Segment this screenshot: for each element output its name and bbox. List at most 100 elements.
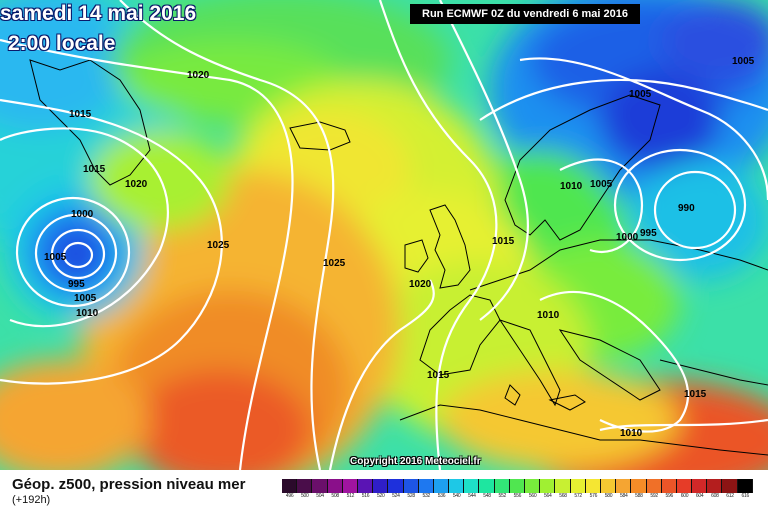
isobar-label: 1010: [76, 308, 99, 319]
legend-swatch: [373, 479, 389, 493]
isobar-labels: 1020 1015 1015 1020 1000 995 1005 1010 1…: [44, 56, 755, 439]
legend-tick: 616: [741, 493, 749, 499]
run-info: Run ECMWF 0Z du vendredi 6 mai 2016: [410, 4, 640, 24]
forecast-date: samedi 14 mai 2016: [0, 2, 197, 25]
legend-tick: 552: [498, 493, 506, 499]
isobar-label: 1005: [74, 293, 97, 304]
legend-tick: 568: [559, 493, 567, 499]
legend-swatch: [525, 479, 541, 493]
copyright-notice: Copyright 2016 Meteociel.fr: [350, 456, 481, 467]
isobar-label: 1020: [409, 279, 432, 290]
isobar-label: 1015: [83, 164, 106, 175]
legend-swatch: [631, 479, 647, 493]
legend-tick: 588: [635, 493, 643, 499]
legend-labels: 496 500 504 508 512 516 520 524 528 532 536 540 544 5…: [282, 493, 753, 500]
legend-tick: 560: [528, 493, 537, 499]
isobar-label: 995: [640, 228, 657, 239]
legend-swatch: [449, 479, 465, 493]
legend-swatch: [479, 479, 495, 493]
z500-field: 1020 1015 1015 1020 1000 995 1005 1010 1…: [0, 0, 768, 470]
legend-swatch: [327, 479, 343, 493]
legend-swatch: [676, 479, 693, 493]
isobar-label: 1015: [684, 389, 707, 400]
legend-tick: 612: [726, 493, 734, 499]
legend-swatch: [509, 479, 525, 493]
isobar-label: 995: [68, 279, 85, 290]
legend-swatch: [570, 479, 586, 493]
legend-swatch: [737, 479, 753, 493]
chart-title: Géop. z500, pression niveau mer: [12, 476, 246, 493]
legend-tick: 512: [346, 493, 355, 499]
geopotential-map: 1020 1015 1015 1020 1000 995 1005 1010 1…: [0, 0, 768, 470]
legend-swatch: [282, 479, 298, 493]
legend-tick: 600: [680, 493, 689, 499]
legend-swatch: [312, 479, 328, 493]
legend-swatch: [357, 479, 374, 493]
legend-tick: 544: [468, 493, 476, 499]
legend-swatch: [722, 479, 738, 493]
isobar-label: 1015: [427, 370, 450, 381]
legend-tick: 580: [604, 493, 613, 499]
legend-swatch: [661, 479, 677, 493]
isobar-label: 1020: [125, 179, 148, 190]
legend-tick: 520: [376, 493, 385, 499]
legend-tick: 604: [695, 493, 704, 499]
coastlines: [29, 59, 768, 456]
legend-swatch: [692, 479, 708, 493]
forecast-time: 2:00 locale: [8, 32, 116, 55]
legend-swatch: [297, 479, 313, 493]
isobar-label: 1010: [560, 181, 583, 192]
legend-tick: 540: [452, 493, 461, 499]
legend-tick: 528: [407, 493, 415, 499]
legend-tick: 556: [513, 493, 522, 499]
legend-swatch: [418, 479, 434, 493]
legend-tick: 596: [665, 493, 674, 499]
legend-tick: 524: [392, 493, 400, 499]
isobar-label: 1015: [492, 236, 515, 247]
legend-swatch: [540, 479, 556, 493]
isobar-label: 1005: [629, 89, 652, 100]
legend-swatch: [616, 479, 632, 493]
legend-swatch: [388, 479, 404, 493]
legend-tick: 584: [619, 493, 628, 499]
legend-swatch: [403, 479, 419, 493]
legend-swatch: [464, 479, 480, 493]
isobar-label: 1000: [71, 209, 94, 220]
legend-swatch: [707, 479, 723, 493]
legend-tick: 504: [316, 493, 324, 499]
isobar-label: 1005: [732, 56, 755, 67]
isobar-label: 1020: [187, 70, 210, 81]
legend-tick: 608: [711, 493, 719, 499]
isobar-label: 1005: [590, 179, 613, 190]
legend-tick: 548: [483, 493, 491, 499]
isobar-label: 1025: [207, 240, 230, 251]
legend-tick: 592: [650, 493, 658, 499]
legend-tick: 508: [331, 493, 339, 499]
legend-swatch: [494, 479, 510, 493]
isobar-label: 1015: [69, 109, 92, 120]
legend-tick: 500: [301, 493, 309, 499]
color-legend: 496 500 504 508 512 516 520 524 528 532 536 540 544 5…: [282, 479, 753, 509]
legend-tick: 516: [361, 493, 370, 499]
legend-swatch: [585, 479, 601, 493]
legend-tick: 532: [422, 493, 431, 499]
legend-swatch: [433, 479, 450, 493]
isobars: [0, 0, 768, 470]
legend-tick: 572: [574, 493, 582, 499]
legend-tick: 536: [437, 493, 446, 499]
isobar-label: 1000: [616, 232, 639, 243]
legend-swatch: [600, 479, 617, 493]
isobar-label: 1010: [620, 428, 643, 439]
legend-tick: 564: [544, 493, 552, 499]
legend-swatch: [646, 479, 662, 493]
isobar-label: 990: [678, 203, 695, 214]
isobar-label: 1025: [323, 258, 346, 269]
isobar-label: 1005: [44, 252, 67, 263]
legend-swatch: [342, 479, 358, 493]
legend-swatches: [282, 479, 753, 493]
legend-tick: 496: [285, 493, 294, 499]
legend-swatch: [555, 479, 571, 493]
isobar-label: 1010: [537, 310, 560, 321]
legend-tick: 576: [589, 493, 598, 499]
